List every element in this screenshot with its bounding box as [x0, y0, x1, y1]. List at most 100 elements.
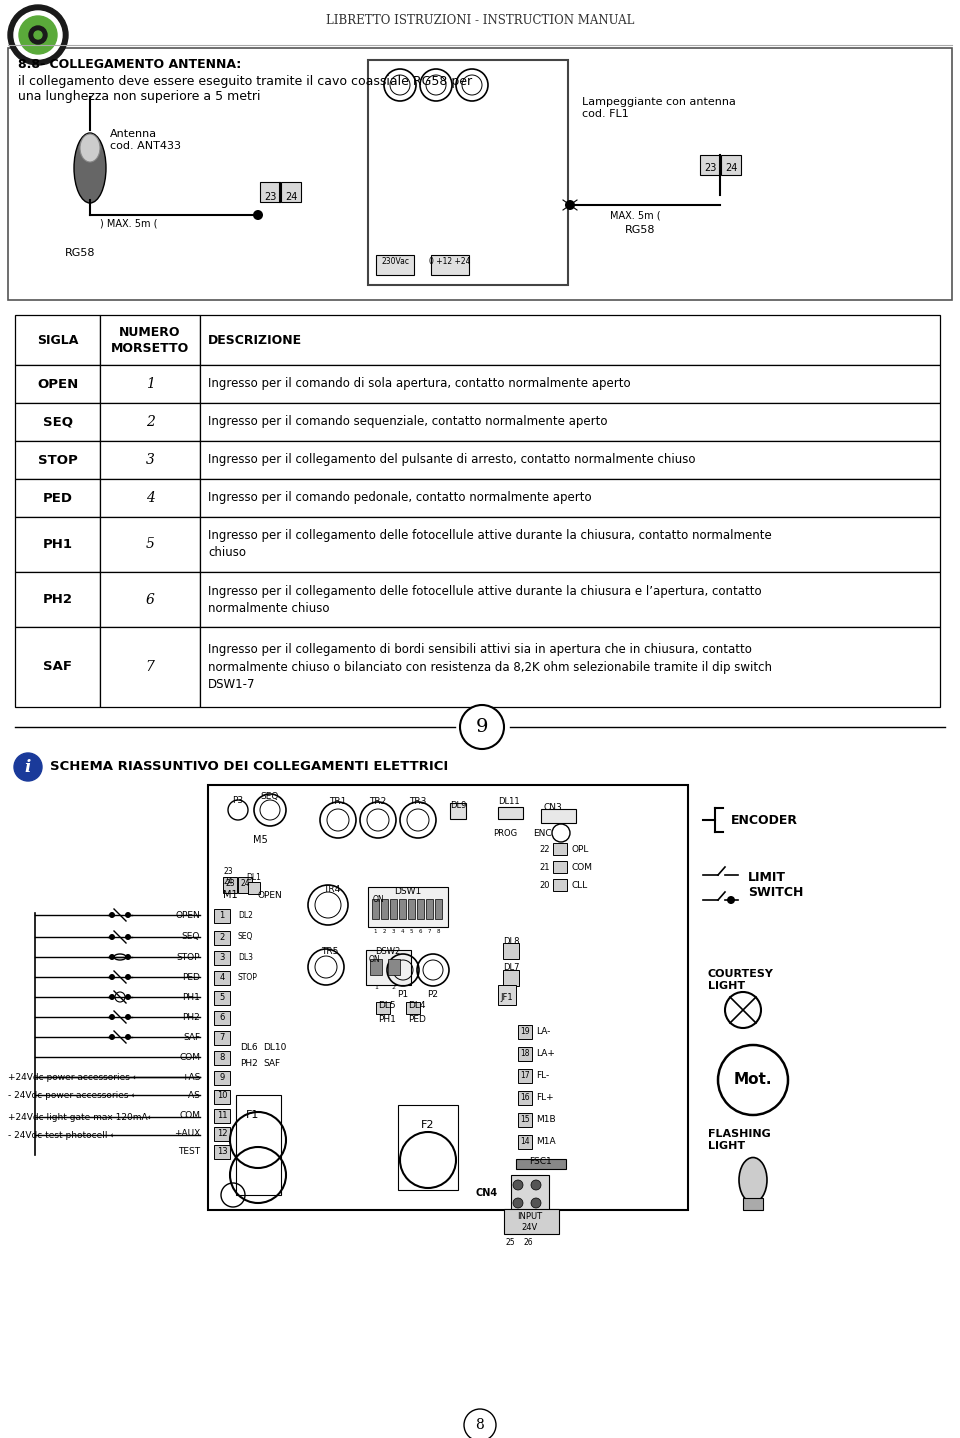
Text: NUMERO
MORSETTO: NUMERO MORSETTO [110, 325, 189, 355]
Bar [368, 887, 448, 928]
Bar [553, 843, 567, 856]
Text: 7: 7 [428, 929, 431, 935]
Text: OPEN: OPEN [258, 890, 283, 900]
Text: FLASHING
LIGHT: FLASHING LIGHT [708, 1129, 771, 1150]
Bar [8, 47, 952, 301]
Text: 15: 15 [520, 1116, 530, 1125]
Text: DL10: DL10 [263, 1043, 286, 1051]
Text: DESCRIZIONE: DESCRIZIONE [208, 334, 302, 347]
Text: JF1: JF1 [501, 992, 514, 1001]
Text: PED: PED [42, 492, 73, 505]
Text: 5: 5 [146, 538, 155, 552]
Bar [236, 1094, 281, 1195]
Text: 230Vac: 230Vac [381, 257, 409, 266]
Text: 1: 1 [220, 910, 225, 919]
Bar [366, 951, 411, 985]
Text: CN4: CN4 [476, 1188, 498, 1198]
Text: FSC1: FSC1 [529, 1158, 551, 1166]
Bar [503, 943, 519, 959]
Text: M5: M5 [252, 835, 268, 846]
Text: TR3: TR3 [409, 797, 426, 807]
Bar [214, 930, 230, 945]
Text: TR4: TR4 [323, 884, 340, 894]
Bar [388, 959, 400, 975]
Text: 12: 12 [217, 1129, 228, 1137]
Bar [541, 810, 576, 823]
Text: 6: 6 [219, 1012, 225, 1021]
Circle shape [125, 935, 131, 940]
Bar [426, 899, 433, 919]
Bar [248, 881, 260, 894]
Circle shape [29, 26, 47, 45]
Bar [15, 441, 100, 479]
Bar [408, 899, 415, 919]
Text: 23
24: 23 24 [223, 867, 232, 886]
Circle shape [727, 896, 735, 905]
Bar [15, 572, 100, 627]
Text: 2: 2 [146, 416, 155, 429]
Bar [200, 518, 940, 572]
Bar [450, 802, 466, 820]
Text: RG58: RG58 [625, 224, 656, 234]
Text: 3: 3 [146, 453, 155, 467]
Text: 20: 20 [540, 880, 550, 890]
Text: SEQ: SEQ [181, 932, 200, 942]
Bar [15, 315, 100, 365]
Bar [223, 877, 237, 893]
Text: FL+: FL+ [536, 1093, 554, 1103]
Text: PH1: PH1 [182, 992, 200, 1001]
Text: ON: ON [369, 955, 380, 963]
Circle shape [19, 16, 57, 55]
Text: 0 +12 +24: 0 +12 +24 [429, 257, 470, 266]
Bar [100, 365, 200, 403]
Text: DL7: DL7 [503, 963, 519, 972]
Text: OPL: OPL [571, 844, 588, 854]
Ellipse shape [739, 1158, 767, 1202]
Bar [100, 479, 200, 518]
Text: 23: 23 [264, 193, 276, 201]
Circle shape [109, 1014, 115, 1020]
Text: PH2: PH2 [182, 1012, 200, 1021]
Bar [200, 572, 940, 627]
Text: OPEN: OPEN [176, 910, 200, 919]
Text: COM: COM [179, 1053, 200, 1061]
Circle shape [8, 4, 68, 65]
Text: PH2: PH2 [42, 592, 73, 605]
Bar [200, 627, 940, 707]
Text: SEQ: SEQ [261, 792, 279, 801]
Bar [511, 1175, 549, 1209]
Text: 26: 26 [523, 1238, 533, 1247]
Text: 9: 9 [220, 1073, 225, 1081]
Text: 4: 4 [400, 929, 404, 935]
Text: DL9: DL9 [450, 801, 467, 810]
Bar [518, 1091, 532, 1104]
Circle shape [464, 1409, 496, 1438]
Text: CLL: CLL [571, 880, 588, 890]
Circle shape [109, 1034, 115, 1040]
Circle shape [513, 1198, 523, 1208]
Text: 8: 8 [437, 929, 441, 935]
Bar [518, 1135, 532, 1149]
Text: 24: 24 [285, 193, 298, 201]
Bar [200, 365, 940, 403]
Circle shape [125, 953, 131, 961]
Bar [498, 985, 516, 1005]
Bar [100, 572, 200, 627]
Circle shape [531, 1198, 541, 1208]
Bar [15, 403, 100, 441]
Bar [503, 971, 519, 986]
Bar [399, 899, 406, 919]
Circle shape [125, 912, 131, 917]
Bar [214, 1071, 230, 1086]
Text: PH1: PH1 [378, 1015, 396, 1024]
Bar [518, 1113, 532, 1127]
Bar [214, 1051, 230, 1066]
Text: Ingresso per il collegamento delle fotocellule attive durante la chiusura e l’ap: Ingresso per il collegamento delle fotoc… [208, 584, 761, 614]
Bar [370, 959, 382, 975]
Text: LA-: LA- [536, 1028, 550, 1037]
Bar [200, 315, 940, 365]
Text: 4: 4 [220, 972, 225, 982]
Bar [376, 1002, 390, 1014]
Text: 1: 1 [146, 377, 155, 391]
Bar [743, 1198, 763, 1209]
